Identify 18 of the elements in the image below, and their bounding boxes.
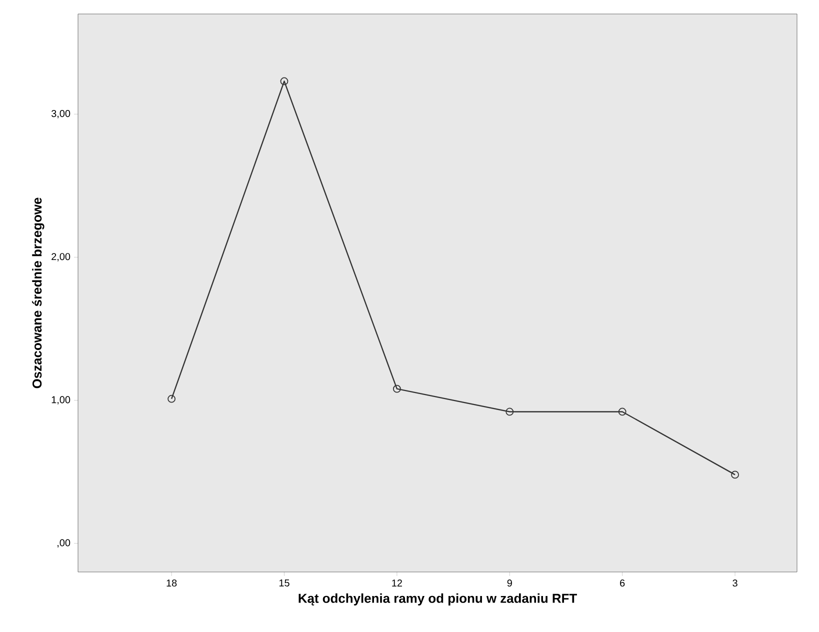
x-axis-title: Kąt odchylenia ramy od pionu w zadaniu RFT bbox=[298, 593, 577, 606]
y-axis-title: Oszacowane średnie brzegowe bbox=[32, 198, 44, 388]
point bbox=[168, 394, 176, 403]
y-tick-label: 1,00 bbox=[52, 396, 70, 404]
x-tick-label: 12 bbox=[392, 580, 402, 586]
point bbox=[392, 384, 401, 393]
x-tick-label: 15 bbox=[279, 580, 290, 586]
point bbox=[731, 470, 739, 479]
point bbox=[506, 408, 514, 416]
y-tick-label: 2,00 bbox=[52, 253, 70, 262]
y-tick-label: ,00 bbox=[58, 539, 70, 548]
x-tick-label: 9 bbox=[507, 580, 512, 587]
x-tick-label: 6 bbox=[620, 580, 625, 587]
x-tick-label: 18 bbox=[166, 580, 177, 587]
y-tick-label: 3,00 bbox=[51, 110, 70, 118]
point bbox=[280, 77, 288, 86]
point bbox=[618, 408, 626, 416]
x-tick-label: 3 bbox=[732, 580, 738, 587]
